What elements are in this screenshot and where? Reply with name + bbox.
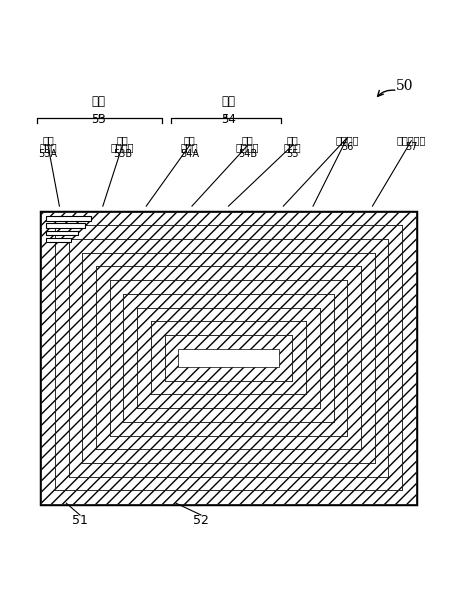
Bar xyxy=(165,335,292,381)
Text: セパ: セパ xyxy=(287,135,298,145)
Bar xyxy=(137,308,320,408)
Text: 負極: 負極 xyxy=(242,135,254,145)
Bar xyxy=(41,211,416,504)
Bar xyxy=(110,280,347,436)
Text: 正極: 正極 xyxy=(117,135,128,145)
Bar xyxy=(46,238,71,242)
Bar xyxy=(46,224,85,228)
Bar xyxy=(69,239,388,477)
Text: 集電体: 集電体 xyxy=(39,142,57,152)
Bar xyxy=(151,321,306,395)
Text: 50: 50 xyxy=(396,79,413,93)
Bar xyxy=(46,231,78,235)
Bar xyxy=(96,267,361,449)
Text: 54B: 54B xyxy=(238,150,257,159)
Text: 電解質層: 電解質層 xyxy=(335,135,359,145)
Bar xyxy=(123,294,334,422)
Text: 正極: 正極 xyxy=(91,95,105,108)
Text: 活物質層: 活物質層 xyxy=(236,142,260,152)
Text: 53: 53 xyxy=(91,113,106,126)
Text: 54: 54 xyxy=(221,113,236,126)
Bar xyxy=(178,348,279,367)
Text: 53A: 53A xyxy=(38,150,58,159)
Bar xyxy=(151,321,306,395)
Text: レータ: レータ xyxy=(284,142,301,152)
Text: 56: 56 xyxy=(341,142,354,152)
Text: 活物質層: 活物質層 xyxy=(111,142,134,152)
Text: 正極: 正極 xyxy=(42,135,54,145)
Bar xyxy=(165,335,292,381)
Bar xyxy=(41,211,416,504)
Text: 55: 55 xyxy=(286,150,299,159)
Text: 負極: 負極 xyxy=(184,135,196,145)
Text: 集電体: 集電体 xyxy=(181,142,198,152)
Bar xyxy=(137,308,320,408)
Text: 57: 57 xyxy=(405,142,418,152)
Bar xyxy=(96,267,361,449)
Bar xyxy=(110,280,347,436)
Bar xyxy=(55,225,402,490)
Text: 54A: 54A xyxy=(180,150,199,159)
Bar xyxy=(46,216,91,221)
Text: 51: 51 xyxy=(72,514,88,527)
Bar xyxy=(82,253,375,463)
Text: 52: 52 xyxy=(193,514,209,527)
Bar xyxy=(123,294,334,422)
Bar xyxy=(82,253,375,463)
Text: 負極: 負極 xyxy=(222,95,235,108)
Bar xyxy=(55,225,402,490)
Text: 保護テープ: 保護テープ xyxy=(397,135,426,145)
Bar xyxy=(69,239,388,477)
Text: 53B: 53B xyxy=(113,150,132,159)
